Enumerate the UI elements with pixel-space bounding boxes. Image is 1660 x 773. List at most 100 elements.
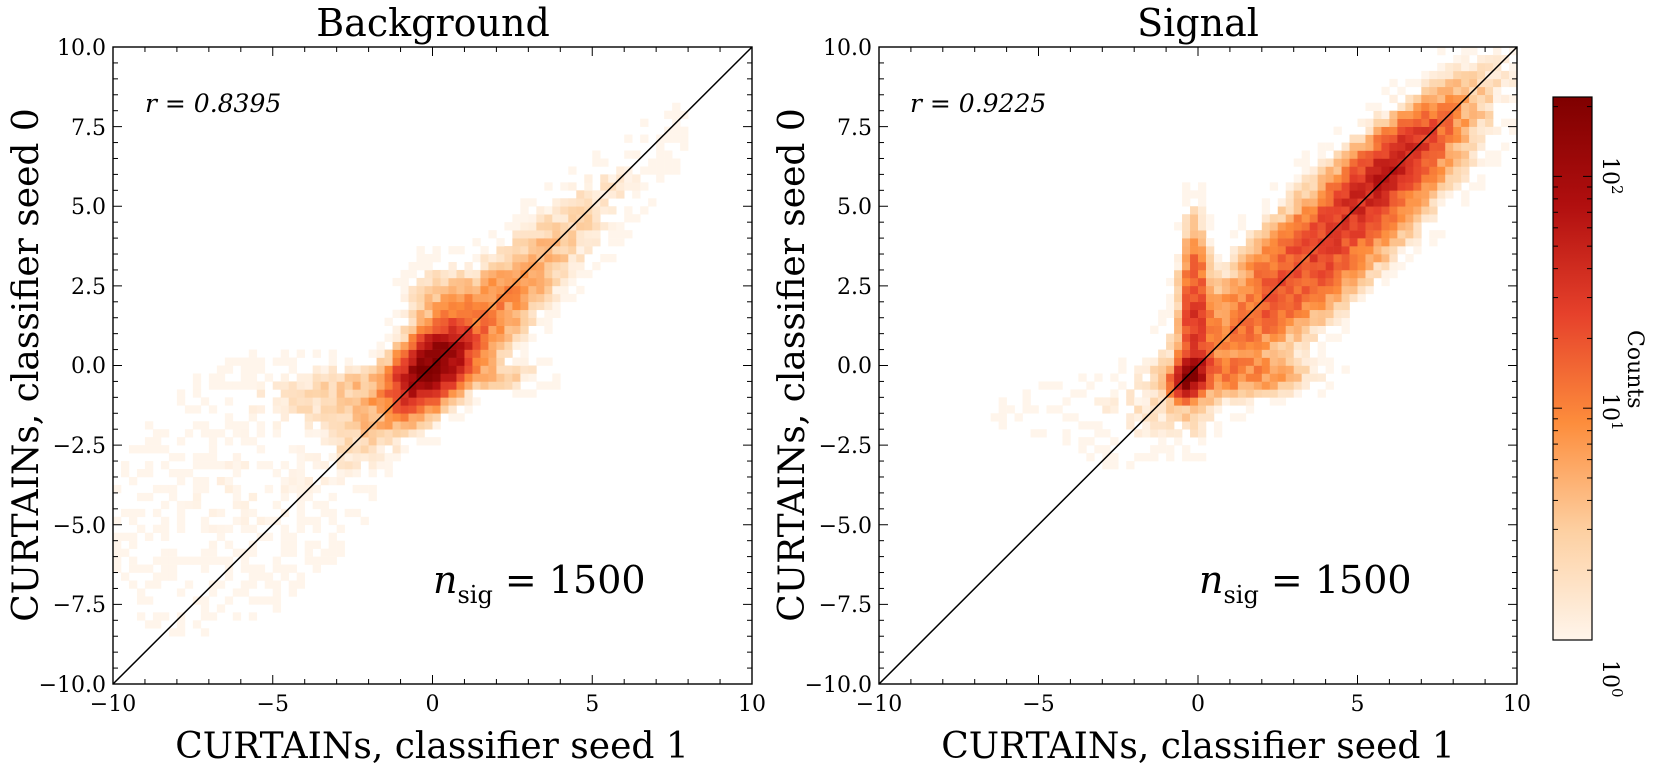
- heatmap-cell: [1405, 214, 1414, 223]
- heatmap-cell: [120, 469, 130, 478]
- heatmap-cell: [1461, 70, 1470, 80]
- heatmap-cell: [1142, 381, 1151, 390]
- heatmap-cell: [504, 381, 513, 390]
- heatmap-cell: [544, 254, 553, 263]
- heatmap-cell: [288, 476, 298, 486]
- heatmap-cell: [496, 285, 505, 295]
- heatmap-cell: [1381, 110, 1390, 119]
- heatmap-cell: [1166, 277, 1175, 287]
- heatmap-cell: [152, 429, 162, 438]
- heatmap-cell: [536, 261, 545, 271]
- y-tick-label: 5.0: [71, 195, 106, 220]
- colorbar-tick-exponent: 0: [1608, 688, 1626, 698]
- heatmap-cell: [424, 413, 433, 422]
- heatmap-cell: [1325, 246, 1334, 255]
- heatmap-cell: [1333, 277, 1342, 287]
- heatmap-cell: [328, 349, 337, 358]
- heatmap-cell: [320, 429, 329, 438]
- heatmap-cell: [1341, 222, 1350, 231]
- heatmap-cell: [408, 309, 417, 319]
- heatmap-cell: [1405, 174, 1414, 183]
- heatmap-cell: [1213, 293, 1223, 303]
- heatmap-cell: [320, 437, 329, 446]
- heatmap-cell: [520, 349, 529, 358]
- heatmap-cell: [288, 397, 298, 406]
- heatmap-cell: [1381, 134, 1390, 143]
- heatmap-cell: [216, 381, 226, 390]
- heatmap-cell: [1166, 333, 1175, 342]
- heatmap-cell: [1198, 381, 1207, 390]
- heatmap-cell: [464, 397, 473, 406]
- heatmap-cell: [1261, 222, 1271, 231]
- heatmap-cell: [408, 429, 417, 438]
- heatmap-cell: [1453, 166, 1462, 175]
- y-tick-label: −5.0: [53, 514, 106, 539]
- heatmap-cell: [344, 508, 353, 518]
- heatmap-cell: [1293, 222, 1302, 231]
- heatmap-cell: [1301, 357, 1310, 366]
- heatmap-cell: [504, 261, 513, 271]
- heatmap-cell: [384, 437, 393, 446]
- heatmap-cell: [1277, 309, 1287, 319]
- heatmap-cell: [1325, 285, 1334, 295]
- heatmap-cell: [408, 269, 417, 279]
- heatmap-cell: [512, 373, 521, 382]
- heatmap-cell: [1365, 269, 1374, 279]
- heatmap-cell: [1389, 78, 1398, 88]
- heatmap-cell: [544, 206, 553, 215]
- heatmap-cell: [1150, 413, 1159, 422]
- heatmap-cell: [312, 429, 321, 438]
- heatmap-cell: [256, 564, 266, 573]
- heatmap-cell: [448, 413, 457, 422]
- heatmap-cell: [520, 246, 529, 255]
- heatmap-cell: [648, 198, 657, 207]
- heatmap-cell: [432, 325, 441, 334]
- heatmap-cell: [376, 461, 385, 470]
- heatmap-cell: [368, 381, 377, 390]
- heatmap-cell: [1285, 381, 1294, 390]
- heatmap-cell: [440, 333, 449, 342]
- heatmap-cell: [464, 317, 473, 326]
- heatmap-cell: [392, 437, 401, 446]
- heatmap-cell: [1229, 254, 1239, 263]
- heatmap-cell: [1198, 301, 1207, 311]
- heatmap-cell: [552, 301, 561, 311]
- heatmap-cell: [416, 365, 425, 374]
- heatmap-cell: [144, 461, 154, 470]
- heatmap-cell: [376, 405, 385, 414]
- heatmap-cell: [1413, 206, 1422, 215]
- heatmap-cell: [408, 365, 417, 374]
- heatmap-cell: [1381, 86, 1390, 96]
- heatmap-cell: [416, 341, 425, 350]
- heatmap-cell: [1341, 309, 1350, 319]
- heatmap-cell: [272, 469, 282, 478]
- heatmap-cell: [1333, 285, 1342, 295]
- heatmap-cell: [560, 214, 569, 223]
- heatmap-cell: [1365, 246, 1374, 255]
- heatmap-cell: [584, 246, 593, 255]
- heatmap-cell: [1309, 373, 1318, 382]
- heatmap-cell: [1413, 182, 1422, 191]
- heatmap-cell: [552, 293, 561, 303]
- heatmap-cell: [1285, 230, 1294, 239]
- heatmap-cell: [1245, 381, 1255, 390]
- heatmap-cell: [113, 532, 122, 541]
- heatmap-cell: [1429, 190, 1438, 199]
- heatmap-cell: [576, 246, 585, 255]
- heatmap-cell: [312, 500, 321, 510]
- heatmap-cell: [1269, 333, 1279, 342]
- heatmap-cell: [424, 277, 433, 287]
- heatmap-cell: [608, 206, 617, 215]
- heatmap-cell: [520, 277, 529, 287]
- heatmap-cell: [488, 309, 497, 319]
- heatmap-cell: [1461, 150, 1470, 159]
- heatmap-cell: [624, 182, 633, 191]
- heatmap-cell: [480, 349, 489, 358]
- heatmap-cell: [160, 612, 170, 621]
- heatmap-cell: [1293, 381, 1302, 390]
- heatmap-cell: [1429, 198, 1438, 207]
- heatmap-cell: [1261, 285, 1271, 295]
- heatmap-cell: [168, 556, 178, 565]
- heatmap-cell: [1094, 429, 1103, 438]
- heatmap-cell: [184, 556, 194, 565]
